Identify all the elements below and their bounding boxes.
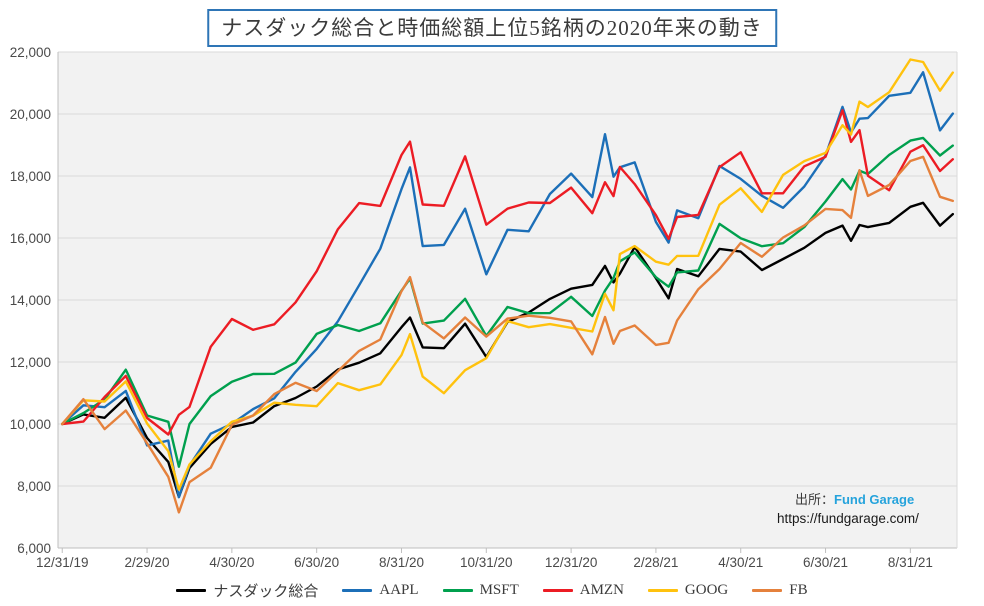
y-axis-tick-label: 16,000 — [10, 231, 51, 246]
chart-title: ナスダック総合と時価総額上位5銘柄の2020年来の動き — [207, 9, 777, 47]
legend-label: FB — [789, 582, 808, 598]
legend-line-swatch — [542, 588, 573, 593]
legend-label: AMZN — [579, 582, 624, 598]
y-axis-tick-label: 18,000 — [10, 169, 51, 184]
legend-item: ナスダック総合 — [176, 580, 318, 601]
x-axis-tick-label: 2/28/21 — [633, 555, 678, 570]
x-axis-tick-label: 12/31/19 — [36, 555, 89, 570]
x-axis-tick-label: 6/30/20 — [294, 555, 339, 570]
x-axis-tick-label: 4/30/20 — [209, 555, 254, 570]
x-axis-tick-label: 8/31/21 — [888, 555, 933, 570]
legend-line-swatch — [342, 588, 373, 593]
chart-legend: ナスダック総合 AAPL MSFT AMZN GOOG FB — [0, 580, 984, 601]
source-brand-link[interactable]: Fund Garage — [834, 492, 915, 507]
source-line: 出所：Fund Garage — [777, 490, 919, 509]
x-axis-tick-label: 2/29/20 — [125, 555, 170, 570]
x-axis-tick-label: 12/31/20 — [545, 555, 598, 570]
y-axis-tick-label: 10,000 — [10, 417, 51, 432]
legend-item: AAPL — [342, 582, 419, 599]
series-line-amzn — [61, 109, 954, 436]
legend-line-swatch — [647, 588, 678, 593]
legend-item: FB — [752, 582, 808, 599]
x-axis-tick-label: 6/30/21 — [803, 555, 848, 570]
legend-line-swatch — [752, 588, 783, 593]
y-axis-tick-label: 6,000 — [17, 541, 51, 556]
legend-label: ナスダック総合 — [213, 584, 319, 600]
x-axis-tick-label: 10/31/20 — [460, 555, 513, 570]
y-axis-tick-label: 22,000 — [10, 45, 51, 60]
source-url-link[interactable]: https://fundgarage.com/ — [777, 511, 919, 526]
source-prefix-label: 出所： — [795, 492, 835, 507]
legend-label: MSFT — [479, 582, 519, 598]
x-axis-tick-label: 4/30/21 — [718, 555, 763, 570]
source-block: 出所：Fund Garage https://fundgarage.com/ — [777, 490, 919, 528]
legend-item: MSFT — [442, 582, 519, 599]
legend-label: GOOG — [684, 582, 729, 598]
legend-item: AMZN — [542, 582, 624, 599]
series-line-fb — [61, 155, 954, 514]
series-line-goog — [61, 58, 954, 491]
legend-item: GOOG — [647, 582, 729, 599]
y-axis-tick-label: 8,000 — [17, 479, 51, 494]
x-axis-tick-label: 8/31/20 — [379, 555, 424, 570]
legend-line-swatch — [176, 588, 207, 593]
series-line- — [61, 201, 954, 499]
series-line-msft — [61, 136, 954, 468]
legend-label: AAPL — [379, 582, 419, 598]
y-axis-tick-label: 14,000 — [10, 293, 51, 308]
legend-line-swatch — [442, 588, 473, 593]
y-axis-tick-label: 12,000 — [10, 355, 51, 370]
y-axis-tick-label: 20,000 — [10, 107, 51, 122]
